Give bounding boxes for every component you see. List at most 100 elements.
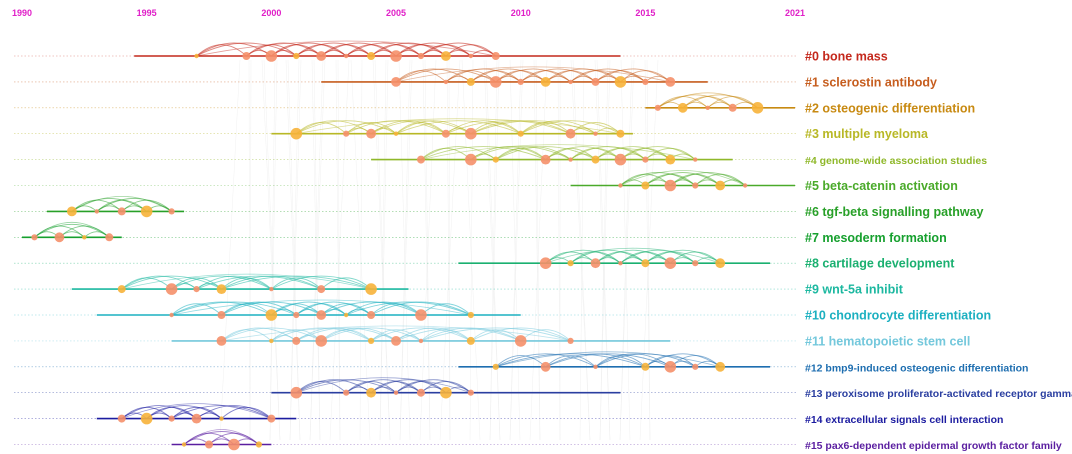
publication-node [641,362,650,371]
cluster-label: #6 tgf-beta signalling pathway [805,205,984,219]
publication-node [228,438,240,451]
citation-link-line [285,59,301,441]
citation-arc [221,406,272,419]
publication-node [692,260,699,267]
publication-node [216,284,227,294]
citation-arc [657,92,758,109]
year-tick-label: 2005 [386,8,406,18]
publication-node [467,311,474,319]
publication-node [591,77,600,86]
citation-arc [345,301,422,316]
publication-node [492,156,499,163]
cluster-label: #12 bmp9-induced osteogenic differentiat… [805,362,1028,374]
citation-link-line [263,59,281,441]
citation-link-line [269,59,278,441]
citation-arc [296,379,397,394]
publication-node [393,390,399,395]
publication-node [492,363,499,370]
citation-arc [196,275,322,290]
citation-arc [495,353,596,368]
publication-node [343,312,349,318]
citation-arc [345,42,422,57]
publication-node [751,102,764,114]
publication-node [365,283,377,295]
cluster-label: #13 peroxisome proliferator-activated re… [805,388,1072,400]
publication-node [664,257,677,270]
publication-node [593,364,598,369]
year-tick-label: 1995 [137,8,157,18]
publication-node [416,388,425,397]
publication-node [242,52,251,60]
publication-node [168,208,175,215]
publication-node [568,157,573,162]
publication-node [290,386,303,399]
publication-node [618,261,623,266]
publication-node [641,259,650,268]
cluster-label: #4 genome-wide association studies [805,155,987,167]
publication-node [82,235,87,240]
citation-arc [296,327,372,342]
citation-arc [320,42,397,57]
citation-arc [445,120,571,135]
publication-node [169,312,174,318]
publication-node [265,309,278,321]
citation-link-line [489,59,498,441]
citation-arc [445,120,521,135]
publication-node [367,311,376,319]
citation-arc [620,170,746,186]
citation-arc [545,355,596,368]
publication-node [216,336,227,346]
citation-link-line [509,59,522,441]
citation-arc [171,301,297,316]
citation-arc [34,221,110,238]
citation-arc [495,353,646,368]
citation-arc [420,327,521,342]
citation-arc [171,405,272,419]
citation-arc [196,405,272,419]
citation-arc [470,146,571,160]
citation-link-line [289,59,300,441]
citation-link-line [557,59,561,441]
publication-node [466,77,475,86]
cluster-label: #1 sclerostin antibody [805,75,937,89]
publication-node [194,53,199,59]
publication-node [293,52,300,60]
publication-node [181,442,187,447]
citation-arc [296,301,372,316]
citation-arc [221,301,322,316]
citation-arc [296,120,397,135]
citation-arc [345,120,447,135]
citation-arc [420,144,696,160]
citation-arc [445,68,521,83]
publication-node [267,414,276,423]
publication-node [540,154,551,165]
cluster-row: #11 hematopoietic stem cell [14,325,970,348]
citation-link-line [269,59,276,441]
cluster-row: #9 wnt-5a inhibit [14,273,904,297]
publication-node [366,128,376,139]
publication-node [728,103,737,112]
publication-node [293,311,300,319]
citation-link-line [639,59,659,441]
citation-arc [595,249,671,264]
publication-node [255,441,262,448]
citation-link-line [594,59,611,441]
citation-arc [495,355,546,368]
publication-node [465,153,477,166]
publication-node [315,335,328,347]
publication-node [54,232,65,243]
citation-link-line [287,59,301,441]
publication-node [418,338,424,344]
publication-node [66,206,77,217]
publication-node [565,128,576,139]
citation-arc [595,353,696,368]
citation-arc [495,146,596,160]
citation-arc [296,327,397,342]
publication-node [140,205,153,218]
citation-link-line [419,59,437,441]
citation-arc [321,301,422,316]
publication-node [468,53,474,59]
publication-node [391,77,401,87]
citation-arc [370,120,447,135]
